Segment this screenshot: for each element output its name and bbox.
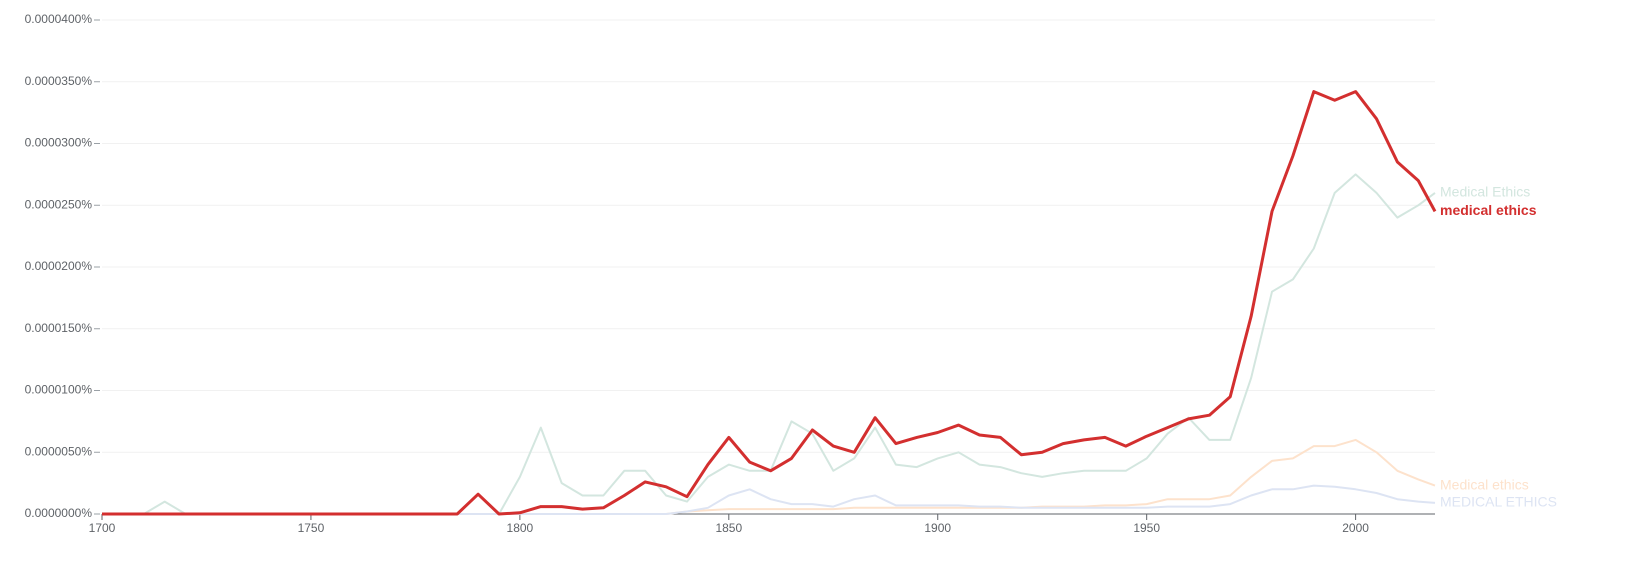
y-tick-label: 0.0000200% <box>25 259 93 273</box>
y-tick-label: 0.0000150% <box>25 321 93 335</box>
y-tick-label: 0.0000050% <box>25 444 93 458</box>
y-tick-label: 0.0000000% <box>25 506 93 520</box>
series-label: Medical Ethics <box>1440 184 1530 200</box>
x-tick-label: 2000 <box>1342 521 1369 535</box>
y-tick-label: 0.0000250% <box>25 197 93 211</box>
y-tick-label: 0.0000100% <box>25 383 93 397</box>
x-tick-label: 1800 <box>507 521 534 535</box>
y-tick-label: 0.0000350% <box>25 74 93 88</box>
series-label: medical ethics <box>1440 202 1537 218</box>
series-label: MEDICAL ETHICS <box>1440 494 1557 510</box>
series-label: Medical ethics <box>1440 476 1529 492</box>
series-line <box>102 173 1436 515</box>
x-tick-label: 1850 <box>715 521 742 535</box>
x-tick-label: 1900 <box>924 521 951 535</box>
x-tick-label: 1950 <box>1133 521 1160 535</box>
series-line <box>102 90 1437 516</box>
x-tick-label: 1750 <box>298 521 325 535</box>
x-tick-label: 1700 <box>89 521 116 535</box>
y-tick-label: 0.0000300% <box>25 136 93 150</box>
y-tick-label: 0.0000400% <box>25 12 93 26</box>
